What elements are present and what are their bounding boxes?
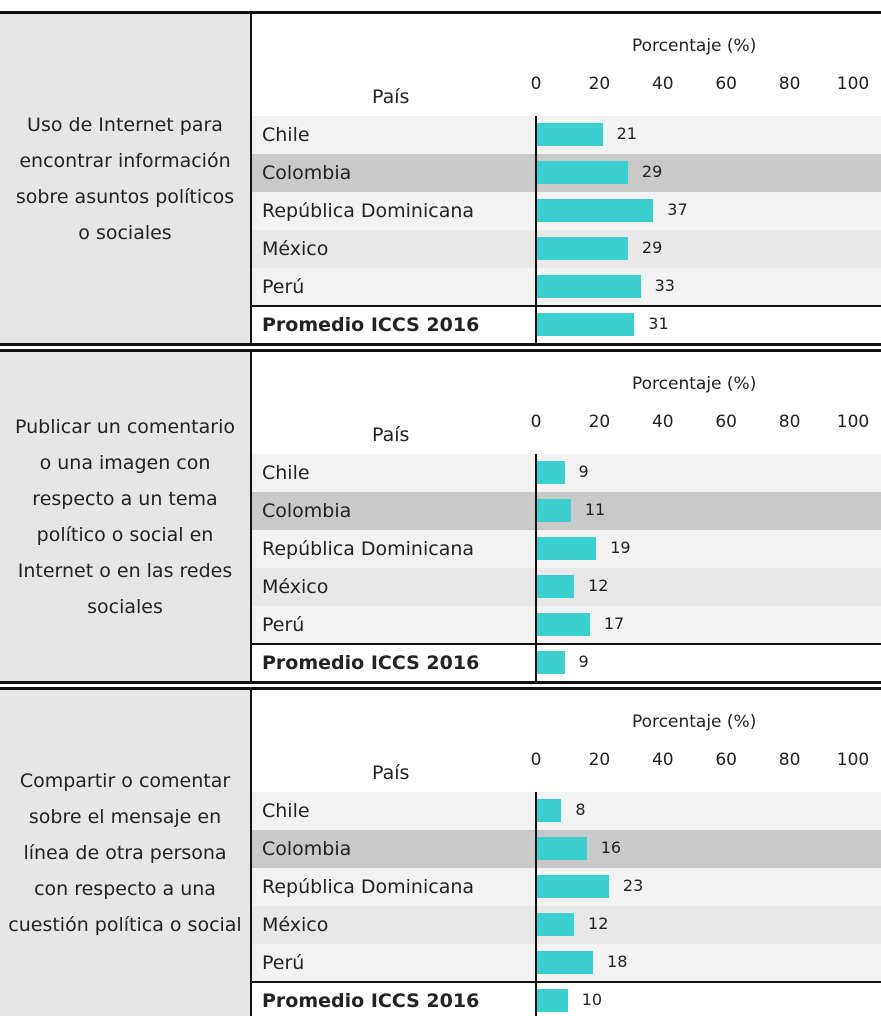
x-tick-label: 40 [651, 412, 674, 432]
axis-label: Porcentaje (%) [632, 36, 757, 56]
x-tick-label: 60 [715, 74, 738, 94]
bar [536, 161, 628, 184]
bar [536, 613, 590, 636]
bar [536, 951, 594, 974]
category-label: República Dominicana [262, 876, 475, 898]
bar [536, 575, 575, 598]
value-label: 29 [641, 238, 663, 257]
axis-label: Porcentaje (%) [632, 374, 757, 394]
column-separator [250, 14, 252, 343]
bar [536, 237, 628, 260]
category-label: Perú [262, 952, 305, 974]
bar [536, 275, 641, 298]
category-label: Perú [262, 614, 305, 636]
category-label: Perú [262, 276, 305, 298]
value-label: 23 [622, 876, 644, 895]
axis-line [535, 792, 537, 1016]
x-tick-label: 20 [588, 750, 611, 770]
bar [536, 875, 609, 898]
x-tick-label: 0 [530, 750, 542, 770]
value-label: 16 [600, 838, 622, 857]
bar [536, 837, 587, 860]
value-label: 11 [584, 500, 606, 519]
divider [0, 343, 881, 346]
category-header: País [372, 86, 410, 108]
bar [536, 123, 603, 146]
category-label: Promedio ICCS 2016 [262, 652, 480, 674]
value-label: 33 [654, 276, 675, 295]
category-label: República Dominicana [262, 538, 475, 560]
value-label: 8 [575, 800, 586, 819]
value-label: 31 [648, 314, 669, 333]
column-separator [250, 690, 252, 1016]
category-label: Promedio ICCS 2016 [262, 990, 480, 1012]
category-header: País [372, 762, 410, 784]
x-tick-label: 80 [778, 412, 801, 432]
row [252, 792, 881, 830]
bar [536, 537, 597, 560]
row [252, 454, 881, 492]
x-tick-label: 60 [715, 412, 738, 432]
category-label: Promedio ICCS 2016 [262, 314, 480, 336]
x-tick-label: 100 [836, 750, 870, 770]
bar [536, 913, 575, 936]
category-label: República Dominicana [262, 200, 475, 222]
value-label: 37 [667, 200, 688, 219]
x-tick-label: 40 [651, 750, 674, 770]
axis-line [535, 116, 537, 343]
value-label: 9 [578, 652, 589, 671]
category-label: Colombia [262, 500, 352, 522]
value-label: 10 [581, 990, 603, 1009]
category-header: País [372, 424, 410, 446]
bar [536, 461, 565, 484]
x-tick-label: 20 [588, 74, 611, 94]
summary-rule [252, 305, 881, 307]
bar [536, 313, 635, 336]
summary-rule [252, 981, 881, 983]
summary-rule [252, 643, 881, 645]
value-label: 12 [588, 914, 609, 933]
bar [536, 499, 571, 522]
x-tick-label: 0 [530, 74, 542, 94]
x-tick-label: 100 [836, 412, 870, 432]
divider [0, 687, 881, 690]
category-label: Colombia [262, 162, 352, 184]
value-label: 18 [607, 952, 628, 971]
bar [536, 989, 568, 1012]
x-tick-label: 40 [651, 74, 674, 94]
x-tick-label: 0 [530, 412, 542, 432]
row [252, 644, 881, 682]
panel-title: Uso de Internet para encontrar informaci… [0, 14, 250, 343]
bar [536, 799, 562, 822]
divider [0, 681, 881, 684]
category-label: México [262, 576, 329, 598]
x-tick-label: 20 [588, 412, 611, 432]
column-separator [250, 352, 252, 681]
axis-label: Porcentaje (%) [632, 712, 757, 732]
bar [536, 199, 654, 222]
category-label: México [262, 914, 329, 936]
category-label: Colombia [262, 838, 352, 860]
panel-title: Compartir o comentar sobre el mensaje en… [0, 690, 250, 1016]
value-label: 17 [603, 614, 625, 633]
category-label: Chile [262, 462, 310, 484]
value-label: 29 [641, 162, 663, 181]
category-label: Chile [262, 800, 310, 822]
value-label: 19 [610, 538, 631, 557]
x-tick-label: 60 [715, 750, 738, 770]
value-label: 9 [578, 462, 589, 481]
value-label: 21 [616, 124, 637, 143]
bar [536, 651, 565, 674]
panel-title: Publicar un comentario o una imagen con … [0, 352, 250, 681]
x-tick-label: 100 [836, 74, 870, 94]
value-label: 12 [588, 576, 609, 595]
category-label: Chile [262, 124, 310, 146]
axis-line [535, 454, 537, 681]
x-tick-label: 80 [778, 750, 801, 770]
x-tick-label: 80 [778, 74, 801, 94]
divider [0, 349, 881, 352]
divider [0, 11, 881, 14]
category-label: México [262, 238, 329, 260]
